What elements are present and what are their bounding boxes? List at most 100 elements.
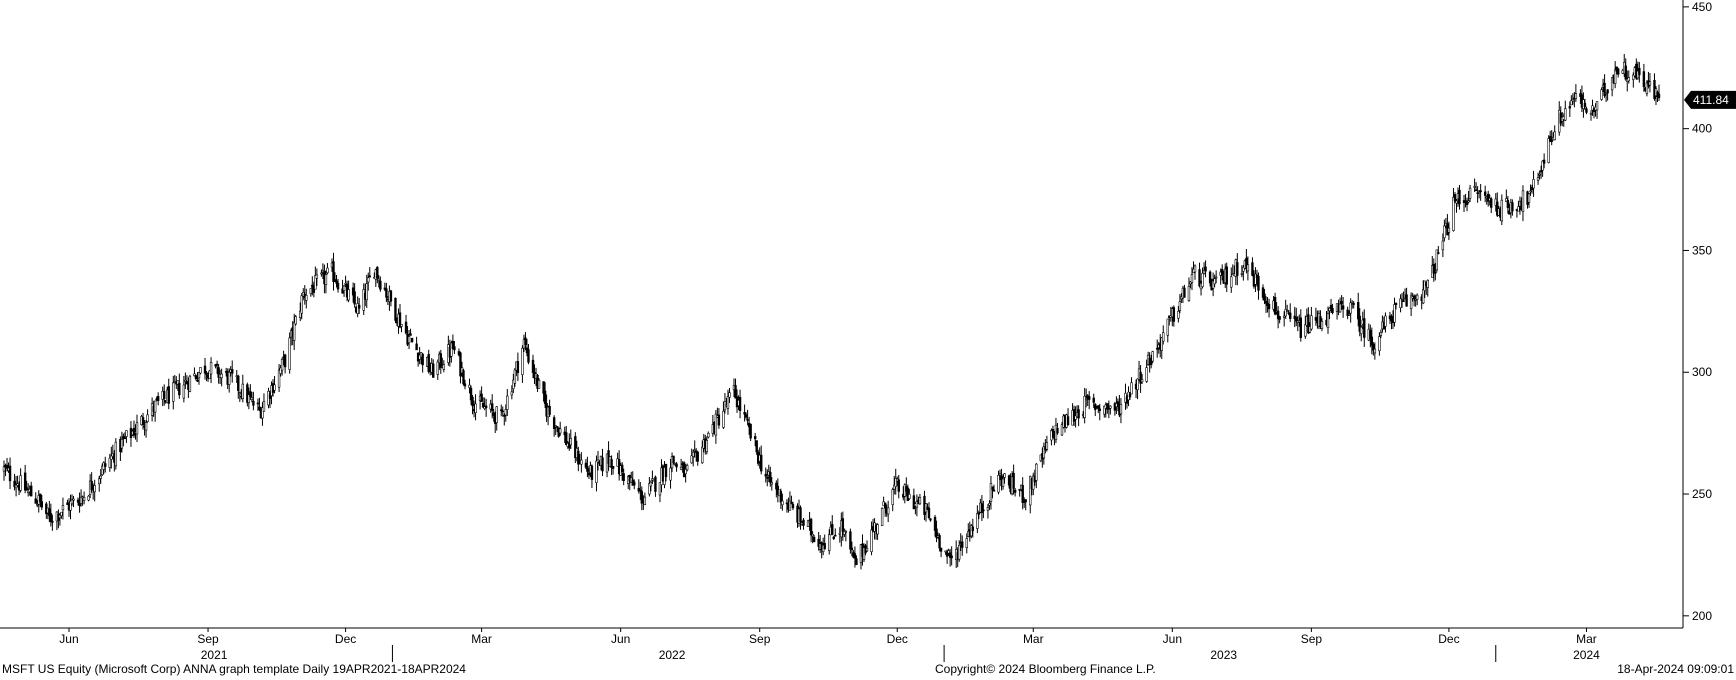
- candle: [1136, 378, 1139, 400]
- candle: [1329, 298, 1333, 313]
- candle: [891, 487, 894, 512]
- candle: [1003, 472, 1006, 484]
- candle: [1505, 189, 1508, 202]
- candle: [194, 374, 198, 381]
- candle: [1379, 329, 1383, 339]
- candle: [1539, 165, 1543, 179]
- candle: [14, 476, 18, 497]
- candle: [574, 432, 577, 464]
- candle: [1648, 73, 1652, 93]
- candle: [90, 472, 93, 493]
- candle: [738, 389, 742, 419]
- candle: [764, 467, 767, 483]
- candle: [746, 409, 749, 426]
- candle: [1426, 279, 1429, 297]
- candle: [1604, 92, 1608, 102]
- candle: [717, 408, 721, 429]
- candle: [927, 502, 931, 520]
- candle: [1393, 297, 1396, 327]
- candle: [696, 450, 699, 466]
- candle: [516, 352, 520, 381]
- candle: [1172, 305, 1176, 327]
- candle: [415, 336, 418, 351]
- candle: [693, 440, 696, 458]
- candle: [341, 279, 344, 294]
- candle: [1532, 170, 1535, 197]
- candle: [639, 482, 642, 501]
- candle: [205, 371, 208, 382]
- candle: [722, 401, 725, 430]
- candle: [580, 452, 583, 473]
- y-tick-label: 350: [1692, 243, 1712, 257]
- candle: [135, 414, 139, 443]
- candle: [734, 378, 737, 399]
- candle: [299, 302, 302, 322]
- candle: [368, 267, 371, 278]
- candle: [344, 275, 347, 288]
- x-tick-label: Mar: [1023, 632, 1044, 646]
- candle: [1183, 284, 1186, 298]
- candle: [144, 420, 148, 438]
- candle: [1072, 405, 1076, 426]
- candle: [250, 391, 254, 403]
- x-tick-label: Dec: [887, 632, 908, 646]
- candle: [40, 495, 43, 511]
- candle: [862, 543, 866, 563]
- candle: [1394, 302, 1398, 310]
- candle: [1295, 307, 1298, 327]
- candle: [1285, 304, 1289, 313]
- candle: [1083, 387, 1086, 424]
- candle: [268, 390, 272, 409]
- candle: [450, 340, 453, 363]
- candle: [1606, 89, 1609, 101]
- candle: [1007, 474, 1011, 489]
- candle: [1455, 198, 1458, 213]
- candle: [1190, 267, 1194, 291]
- candle: [1282, 311, 1286, 327]
- candle: [945, 549, 949, 564]
- candle: [101, 463, 104, 477]
- candle: [961, 535, 964, 556]
- candle: [1299, 309, 1302, 342]
- candle: [1346, 306, 1349, 320]
- candle: [1103, 405, 1106, 418]
- candle: [1116, 398, 1120, 412]
- candle: [49, 503, 53, 527]
- candle: [471, 394, 474, 415]
- candle: [377, 275, 381, 288]
- candle: [1479, 184, 1482, 201]
- candle: [637, 479, 640, 494]
- candle: [1276, 306, 1280, 329]
- candle: [1591, 99, 1594, 116]
- candle: [1390, 314, 1393, 330]
- candle: [288, 332, 291, 374]
- candle: [672, 455, 675, 465]
- candle: [1603, 74, 1606, 98]
- candle: [912, 488, 916, 510]
- candle: [908, 488, 911, 500]
- candle: [664, 463, 668, 482]
- candle: [1278, 315, 1281, 324]
- candle: [501, 406, 504, 417]
- candle: [749, 423, 752, 441]
- candle: [1273, 292, 1277, 316]
- candle: [853, 546, 857, 568]
- candle: [980, 495, 984, 521]
- footer-copyright: Copyright© 2024 Bloomberg Finance L.P.: [935, 662, 1156, 676]
- candle: [989, 475, 993, 510]
- candle: [208, 370, 211, 380]
- candle: [1254, 267, 1257, 293]
- candle: [1435, 249, 1439, 273]
- candle: [1627, 70, 1630, 84]
- candle: [1231, 264, 1234, 276]
- candle: [640, 486, 644, 511]
- candle: [184, 372, 187, 390]
- candle: [965, 533, 968, 554]
- footer-timestamp: 18-Apr-2024 09:09:01: [1617, 662, 1734, 676]
- candle: [876, 523, 879, 540]
- candle: [1400, 292, 1404, 308]
- candle: [76, 497, 80, 506]
- candle: [685, 463, 689, 472]
- candle: [203, 357, 207, 380]
- candle: [1443, 219, 1446, 242]
